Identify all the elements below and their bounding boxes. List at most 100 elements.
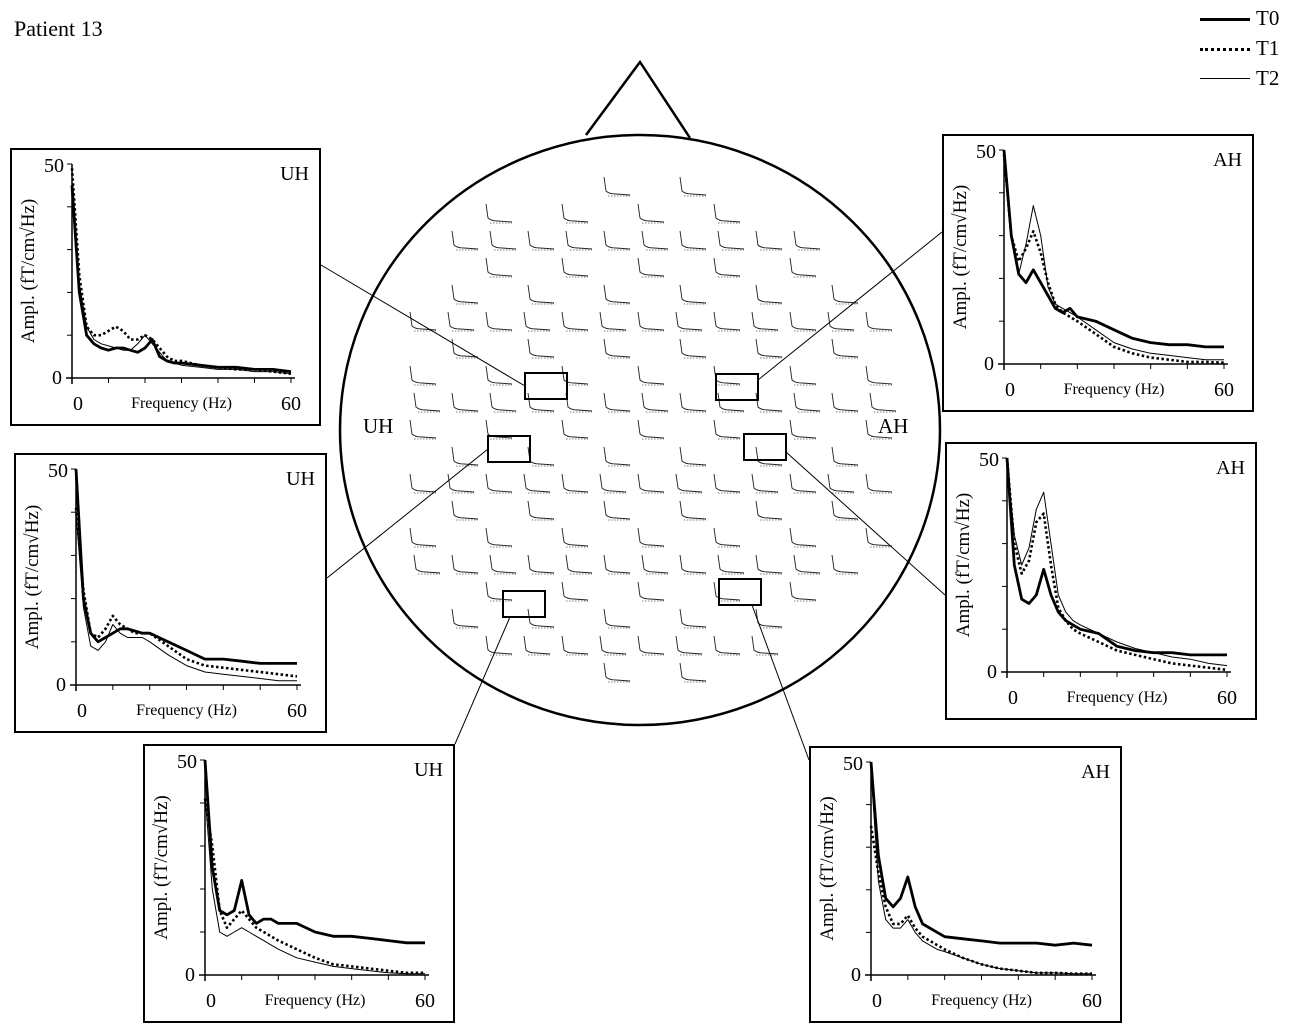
y-tick-label-min: 0 — [52, 367, 62, 389]
x-tick-label-min: 0 — [1005, 379, 1015, 401]
series-line-t0 — [203, 759, 425, 945]
sensor-trace — [679, 392, 707, 412]
sensor-trace — [637, 311, 665, 331]
hemisphere-panel-label: AH — [1216, 457, 1245, 479]
connector-line-2 — [326, 448, 489, 579]
y-tick-label-min: 0 — [984, 353, 994, 375]
sensor-trace — [527, 284, 555, 304]
series-line-t2 — [204, 794, 425, 975]
sensor-trace — [565, 230, 593, 250]
sensor-trace — [489, 392, 517, 412]
sensor-trace — [755, 284, 783, 304]
series-line-t1 — [869, 825, 1092, 975]
connector-line-5 — [785, 451, 946, 596]
sensor-trace — [485, 203, 513, 223]
sensor-trace — [751, 635, 779, 655]
spectrum-panel-upper-left: 50 0 0 60 Frequency (Hz) Ampl. (fT/cm√Hz) UH — [10, 148, 321, 426]
spectrum-panel-upper-right: 50 0 0 60 Frequency (Hz) Ampl. (fT/cm√Hz) AH — [942, 134, 1254, 412]
series-line-t2 — [71, 189, 292, 375]
sensor-grid — [409, 176, 897, 683]
sensor-trace — [485, 311, 513, 331]
x-tick-label-max: 60 — [281, 393, 301, 415]
sensor-trace — [793, 554, 821, 574]
sensor-trace — [751, 473, 779, 493]
sensor-trace — [827, 473, 855, 493]
sensor-trace — [637, 365, 665, 385]
sensor-trace — [485, 257, 513, 277]
connector-line-1 — [320, 264, 526, 387]
sensor-trace — [485, 527, 513, 547]
sensor-trace — [679, 500, 707, 520]
x-tick-label-min: 0 — [73, 393, 83, 415]
sensor-trace — [603, 446, 631, 466]
sensor-trace — [485, 635, 513, 655]
series-line-t1 — [1005, 457, 1228, 672]
sensor-trace — [489, 554, 517, 574]
spectrum-panel-middle-right: 50 0 0 60 Frequency (Hz) Ampl. (fT/cm√Hz) AH — [945, 442, 1257, 720]
sensor-trace — [603, 500, 631, 520]
sensor-trace — [865, 311, 893, 331]
sensor-trace — [675, 311, 703, 331]
sensor-trace — [451, 284, 479, 304]
sensor-trace — [527, 500, 555, 520]
sensor-trace — [565, 554, 593, 574]
sensor-trace — [603, 608, 631, 628]
series-line-t1 — [74, 507, 298, 678]
hemisphere-panel-label: AH — [1081, 761, 1110, 783]
legend: T0 T1 T2 — [1200, 4, 1295, 94]
sensor-trace — [717, 230, 745, 250]
sensor-trace — [865, 365, 893, 385]
sensor-trace — [831, 446, 859, 466]
sensor-trace — [679, 284, 707, 304]
sensor-trace — [827, 311, 855, 331]
x-tick-label-max: 60 — [415, 990, 435, 1012]
spectrum-chart: 50 00 60 Frequency (Hz) Ampl. (fT/cm√Hz) UH — [151, 751, 443, 1012]
sensor-trace — [637, 581, 665, 601]
sensor-trace — [599, 473, 627, 493]
sensor-trace — [561, 473, 589, 493]
sensor-trace — [561, 203, 589, 223]
sensor-trace — [603, 392, 631, 412]
sensor-trace — [789, 311, 817, 331]
sensor-trace — [485, 365, 513, 385]
legend-item-t0: T0 — [1200, 4, 1295, 34]
x-axis-label: Frequency (Hz) — [931, 992, 1032, 1009]
sensor-trace — [831, 500, 859, 520]
highlight-box-2 — [487, 435, 531, 463]
sensor-trace — [679, 176, 707, 196]
sensor-trace — [789, 527, 817, 547]
sensor-trace — [793, 392, 821, 412]
sensor-trace — [789, 365, 817, 385]
hemisphere-panel-label: UH — [286, 468, 315, 490]
sensor-trace — [409, 311, 437, 331]
sensor-trace — [451, 500, 479, 520]
y-axis-label: Ampl. (fT/cm√Hz) — [953, 493, 974, 637]
sensor-trace — [679, 662, 707, 682]
connector-line-4 — [757, 231, 943, 381]
y-tick-label-max: 50 — [44, 155, 64, 177]
sensor-trace — [603, 284, 631, 304]
sensor-trace — [603, 338, 631, 358]
y-axis-label: Ampl. (fT/cm√Hz) — [22, 505, 43, 649]
sensor-trace — [751, 311, 779, 331]
sensor-trace — [679, 338, 707, 358]
sensor-trace — [675, 635, 703, 655]
legend-swatch-t1 — [1200, 48, 1250, 51]
x-tick-label-max: 60 — [287, 700, 307, 722]
sensor-trace — [561, 581, 589, 601]
sensor-trace — [717, 392, 745, 412]
sensor-trace — [831, 284, 859, 304]
sensor-trace — [637, 257, 665, 277]
sensor-trace — [527, 230, 555, 250]
x-axis-label: Frequency (Hz) — [136, 702, 237, 719]
sensor-trace — [409, 473, 437, 493]
sensor-trace — [793, 230, 821, 250]
legend-swatch-t0 — [1200, 18, 1250, 21]
sensor-trace — [451, 608, 479, 628]
highlight-box-4 — [715, 373, 759, 401]
sensor-trace — [413, 554, 441, 574]
sensor-trace — [447, 311, 475, 331]
sensor-trace — [565, 392, 593, 412]
sensor-trace — [717, 554, 745, 574]
spectrum-panel-middle-left: 50 0 0 60 Frequency (Hz) Ampl. (fT/cm√Hz) UH — [14, 453, 327, 733]
